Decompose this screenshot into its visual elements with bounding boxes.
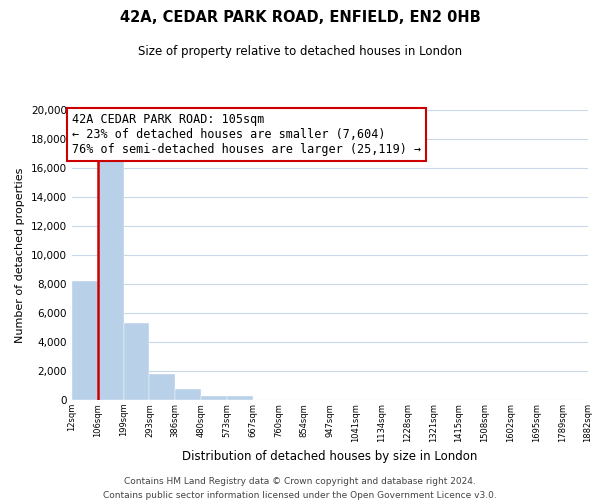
Bar (227, 396, 253, 400)
Text: Contains HM Land Registry data © Crown copyright and database right 2024.: Contains HM Land Registry data © Crown c… (124, 478, 476, 486)
Bar (72, 281, 98, 400)
Bar (175, 389, 201, 400)
Bar (149, 374, 175, 400)
Bar (124, 323, 149, 400)
Text: 42A, CEDAR PARK ROAD, ENFIELD, EN2 0HB: 42A, CEDAR PARK ROAD, ENFIELD, EN2 0HB (119, 10, 481, 25)
Bar (98, 160, 124, 400)
Text: Size of property relative to detached houses in London: Size of property relative to detached ho… (138, 45, 462, 58)
X-axis label: Distribution of detached houses by size in London: Distribution of detached houses by size … (182, 450, 478, 463)
Text: Contains public sector information licensed under the Open Government Licence v3: Contains public sector information licen… (103, 491, 497, 500)
Bar (201, 396, 227, 400)
Text: 42A CEDAR PARK ROAD: 105sqm
← 23% of detached houses are smaller (7,604)
76% of : 42A CEDAR PARK ROAD: 105sqm ← 23% of det… (72, 113, 421, 156)
Y-axis label: Number of detached properties: Number of detached properties (16, 168, 25, 342)
